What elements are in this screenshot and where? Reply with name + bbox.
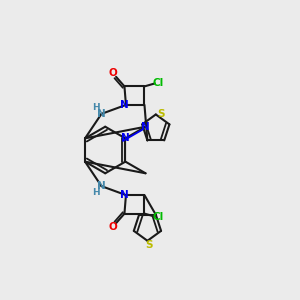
Text: Cl: Cl [152,78,164,88]
Text: O: O [108,222,117,232]
Text: N: N [141,122,150,132]
Text: N: N [97,181,106,191]
Text: H: H [92,188,100,197]
Text: N: N [121,134,130,143]
Text: O: O [108,68,117,78]
Text: N: N [120,190,129,200]
Text: N: N [97,109,106,119]
Text: S: S [158,110,165,119]
Text: N: N [120,100,129,110]
Text: S: S [145,240,153,250]
Text: Cl: Cl [152,212,164,222]
Text: H: H [92,103,100,112]
